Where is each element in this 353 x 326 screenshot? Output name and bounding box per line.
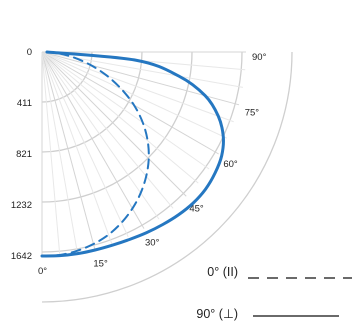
tick-labels: 0 411 821 1232 1642 0° 15° 30° 45° 60° 75° 90° — [11, 47, 267, 277]
grid-spoke-10 — [41, 51, 78, 253]
radial-tick-label: 821 — [16, 149, 32, 160]
legend: 0° (II) 90° (⊥) — [196, 265, 352, 321]
radial-tick-label: 411 — [17, 98, 32, 109]
series-line-solid — [40, 50, 225, 258]
angle-tick-label: 0° — [38, 266, 47, 277]
data-series — [40, 50, 225, 258]
angle-tick-label: 30° — [145, 237, 160, 248]
grid-spoke-70 — [41, 51, 234, 123]
grid-spoke-35 — [41, 51, 160, 220]
grid-spoke-30 — [41, 51, 145, 229]
angle-tick-label: 15° — [93, 259, 108, 270]
grid-ring-5 — [41, 51, 293, 303]
grid-spoke-50 — [41, 51, 199, 184]
grid-spoke-65 — [41, 51, 228, 139]
grid-spoke-20 — [41, 51, 113, 244]
legend-label-solid: 90° (⊥) — [196, 307, 238, 321]
grid-spoke-55 — [41, 51, 210, 170]
radial-tick-label: 1642 — [11, 251, 32, 262]
grid-spoke-25 — [41, 51, 129, 238]
grid-spoke-15 — [41, 51, 96, 250]
grid-spoke-5 — [41, 51, 61, 256]
grid-spoke-60 — [41, 51, 219, 155]
series-line-dashed — [41, 51, 150, 257]
grid-spoke-40 — [41, 51, 174, 209]
legend-label-dashed: 0° (II) — [207, 265, 238, 279]
angle-tick-label: 60° — [223, 159, 238, 170]
angle-tick-label: 45° — [189, 203, 204, 214]
polar-grid — [41, 51, 293, 303]
angle-tick-label: 90° — [252, 52, 267, 63]
angle-tick-label: 75° — [245, 107, 260, 118]
radial-tick-label: 0 — [27, 47, 32, 58]
radial-tick-label: 1232 — [11, 200, 32, 211]
grid-spoke-45 — [41, 51, 187, 197]
